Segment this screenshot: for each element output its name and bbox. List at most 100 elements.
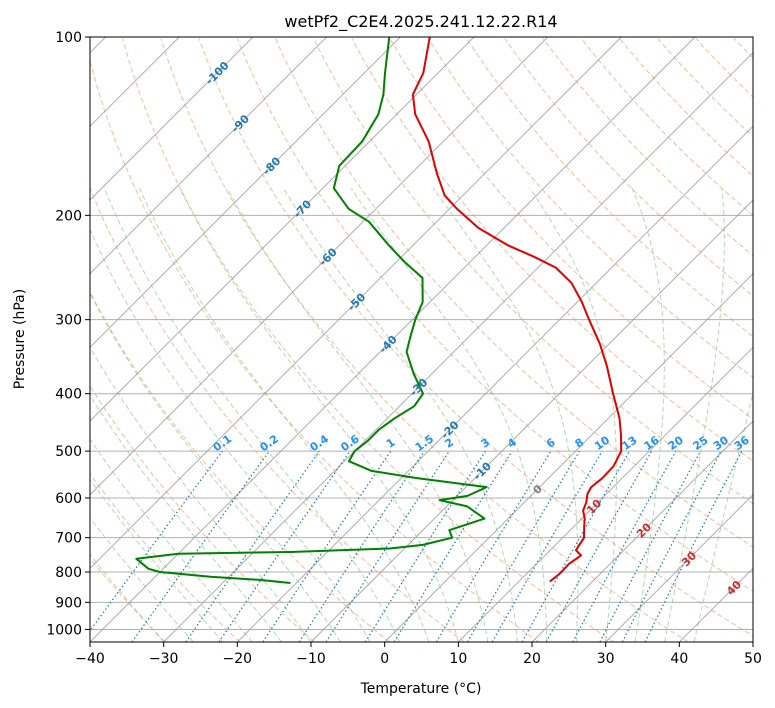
mixing-ratio-label: 8 [573, 436, 587, 451]
moist-adiabat [90, 394, 282, 642]
x-tick-label: 40 [670, 651, 688, 667]
moist-adiabat [179, 187, 459, 642]
isotherm-label: -90 [229, 112, 252, 135]
dry-adiabat [90, 291, 390, 642]
mixing-ratio-label: 13 [619, 434, 639, 453]
mixing-ratio-line [298, 450, 425, 642]
chart-title: wetPf2_C2E4.2025.241.12.22.R14 [284, 12, 557, 32]
y-tick-label: 600 [55, 491, 82, 507]
dry-adiabat [580, 38, 753, 217]
y-tick-label: 100 [55, 30, 82, 46]
dry-adiabat [389, 38, 753, 420]
y-tick-label: 400 [55, 387, 82, 403]
dewpoint-profile [135, 37, 488, 584]
moist-adiabat [350, 187, 548, 642]
dry-adiabat [313, 38, 753, 505]
moist-adiabat [631, 188, 665, 642]
moist-adiabat [90, 553, 165, 642]
isotherm-line [384, 272, 753, 642]
mixing-ratio-label: 30 [711, 433, 731, 453]
mixing-ratio-label: 25 [691, 434, 711, 453]
isotherm-line [531, 420, 753, 642]
mixing-ratio-label: 6 [544, 436, 558, 451]
y-tick-label: 900 [55, 595, 82, 611]
isotherm-line [90, 37, 401, 349]
dry-adiabat [733, 38, 753, 59]
dry-adiabat [275, 38, 753, 548]
dry-adiabat [122, 38, 614, 642]
y-tick-label: 500 [55, 444, 82, 460]
dry-adiabat [198, 38, 753, 637]
dry-adiabat [466, 38, 753, 338]
moist-adiabat [693, 390, 753, 642]
x-tick-label: −10 [296, 651, 326, 667]
y-tick-label: 1000 [46, 622, 82, 638]
dry-adiabat [619, 38, 753, 177]
moist-adiabat [139, 187, 430, 642]
x-tick-label: 30 [597, 651, 615, 667]
dry-adiabat [236, 38, 753, 592]
dry-adiabat [695, 38, 753, 98]
moist-adiabat [90, 438, 253, 642]
y-axis: 1000 900 800 700 600 500 400 300 200 100 [46, 30, 90, 638]
moist-adiabat [90, 478, 223, 642]
dry-adiabat [351, 38, 753, 462]
mixing-ratio-line [435, 450, 552, 642]
y-tick-label: 800 [55, 565, 82, 581]
mixing-ratio-line [621, 450, 722, 642]
x-tick-label: −30 [149, 651, 179, 667]
isotherm-line [457, 346, 753, 642]
isotherm-line [752, 641, 753, 642]
x-tick-label: 0 [380, 651, 389, 667]
moist-adiabat [103, 188, 400, 642]
temperature-profile [411, 37, 623, 583]
dry-adiabat [90, 384, 316, 642]
mixing-ratio-line [218, 450, 351, 642]
dry-adiabat [90, 472, 241, 642]
isotherm-line [90, 37, 622, 570]
moist-adiabat [432, 187, 579, 642]
mixing-ratio-label: 1 [384, 436, 398, 451]
series-layer [135, 37, 623, 584]
moist-adiabat [283, 187, 518, 642]
x-tick-label: 10 [449, 651, 467, 667]
moist-adiabat [664, 188, 725, 642]
mixing-ratio-line [131, 450, 270, 642]
x-tick-label: 20 [523, 651, 541, 667]
x-tick-label: −20 [223, 651, 253, 667]
isotherm-line [90, 37, 254, 201]
moist-adiabat [90, 228, 371, 642]
mixing-ratio-line [545, 450, 653, 642]
x-tick-label: −40 [75, 651, 105, 667]
mixing-ratio-line [393, 450, 513, 642]
isotherm-line [90, 37, 328, 275]
dry-adiabat [504, 38, 753, 297]
moist-adiabat [529, 187, 617, 642]
isotherm-line [90, 37, 696, 642]
mixing-ratio-label: 36 [732, 433, 752, 453]
y-axis-label: Pressure (hPa) [12, 289, 28, 389]
isotherm-line [310, 199, 753, 642]
isotherm-line [236, 125, 753, 642]
mixing-ratio-label: 10 [592, 433, 612, 453]
isotherm-line [678, 567, 753, 642]
isotherm-label: -100 [203, 59, 232, 88]
background-lines [90, 37, 753, 642]
moist-adiabat [226, 187, 489, 642]
isotherm-line [90, 37, 475, 422]
mixing-ratio-line [572, 450, 677, 642]
x-tick-label: 50 [744, 651, 762, 667]
dry-adiabat [427, 38, 753, 378]
x-axis-label: Temperature (°C) [360, 681, 482, 697]
mixing-ratio-label: 3 [479, 436, 493, 451]
isotherm-line [163, 51, 753, 642]
y-tick-label: 700 [55, 531, 82, 547]
x-axis: −40 −30 −20 −10 0 10 20 30 40 50 [75, 642, 762, 667]
mixing-ratio-line [262, 450, 392, 642]
moist-adiabat [90, 292, 341, 642]
mixing-ratio-label: 20 [666, 433, 686, 453]
isotherm-line [605, 493, 753, 642]
y-tick-label: 200 [55, 208, 82, 224]
isotherm-label: -80 [260, 154, 283, 177]
